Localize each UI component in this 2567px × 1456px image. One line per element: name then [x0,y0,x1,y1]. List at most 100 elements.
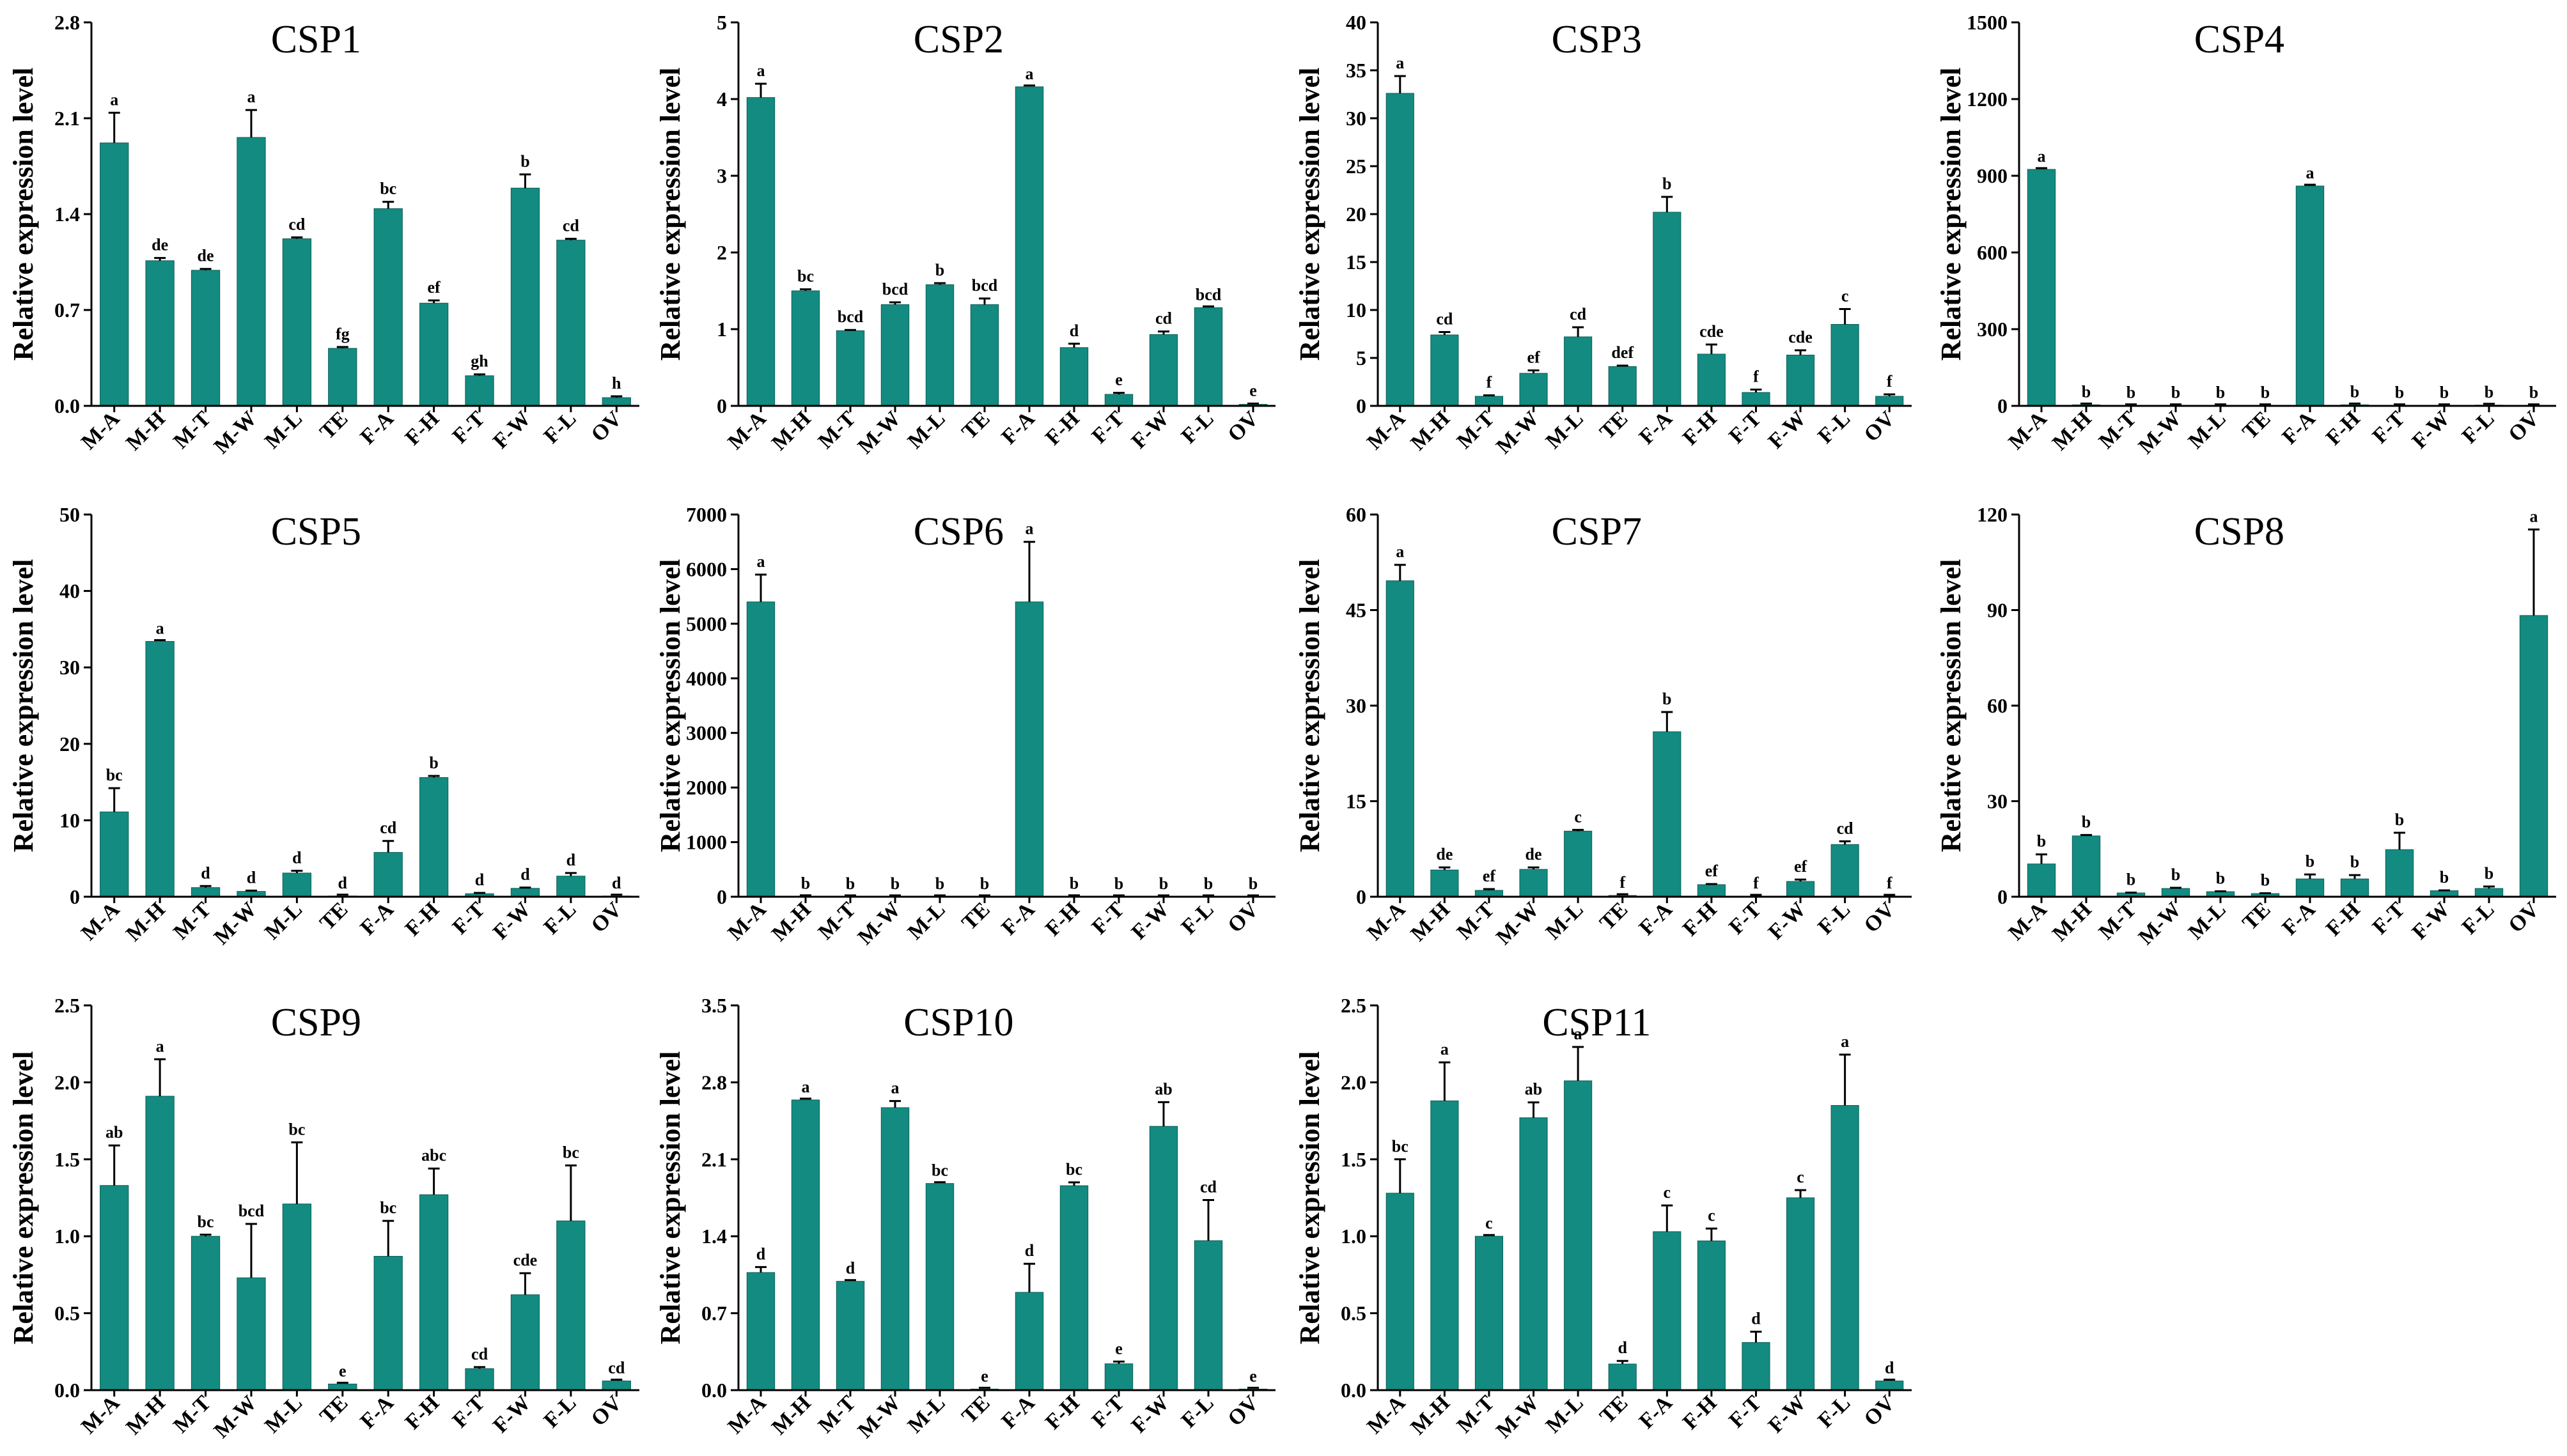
y-tick-label: 1200 [1967,88,2008,111]
significance-label: b [980,874,989,893]
significance-label: f [1753,368,1759,386]
bar-f-l [2474,888,2504,897]
y-tick-label: 30 [1987,790,2008,813]
x-tick-label: F-W [1127,1391,1174,1437]
chart-panel-csp7: Relative expression level CSP7 0 15 30 45 60 a M… [1294,503,1912,949]
significance-label: b [2529,383,2538,402]
significance-label: bcd [838,307,864,326]
significance-label: bc [380,1198,396,1217]
significance-label: ef [428,278,441,297]
y-tick-label: 3.5 [701,994,727,1017]
significance-label: a [1026,65,1034,83]
significance-label: e [339,1361,347,1380]
x-tick-label: M-W [210,407,261,458]
bar-f-a [1015,1292,1044,1391]
y-tick-label: 0.7 [701,1302,727,1325]
x-tick-label: M-L [2184,407,2231,453]
significance-label: a [2530,507,2538,525]
bar-m-h [145,260,175,407]
x-tick-label: M-W [2134,897,2186,949]
significance-label: ab [1155,1080,1172,1098]
x-tick-label: M-W [854,1391,905,1443]
x-tick-label: F-A [2277,897,2320,940]
y-axis-label: Relative expression level [655,559,686,853]
y-tick-label: 1500 [1967,11,2008,34]
x-tick-label: TE [315,407,352,444]
x-tick-label: F-A [1635,897,1678,940]
x-tick-label: F-T [1088,1391,1129,1432]
bar-f-h [419,1194,449,1391]
y-tick-label: 10 [1346,298,1366,321]
bar-m-l [282,1204,312,1391]
significance-label: cd [1155,309,1173,328]
bar-m-w [1519,869,1548,897]
y-tick-label: 0.0 [54,394,80,417]
x-tick-label: F-W [2408,897,2454,944]
y-tick-label: 30 [1346,107,1366,130]
x-tick-label: M-A [723,407,771,454]
y-tick-label: 600 [1977,241,2008,264]
significance-label: b [2485,864,2493,883]
bar-m-a [1385,580,1414,897]
x-tick-label: M-A [77,407,125,454]
y-axis-label: Relative expression level [8,1051,39,1345]
x-tick-label: M-T [169,407,215,453]
x-tick-label: F-H [1041,407,1084,450]
x-tick-label: M-T [814,1391,861,1437]
y-axis-label: Relative expression level [1294,559,1325,853]
y-tick-label: 120 [1977,503,2008,526]
x-tick-label: M-T [1453,897,1499,944]
significance-label: b [2037,832,2046,851]
x-tick-label: TE [957,1391,994,1428]
bar-f-h [1697,353,1726,407]
x-tick-label: F-H [1678,407,1722,450]
y-tick-label: 4000 [686,667,727,690]
significance-label: a [757,61,765,80]
y-tick-label: 15 [1346,790,1366,813]
significance-label: bc [1392,1137,1408,1156]
bar-f-l [1194,307,1223,407]
x-tick-label: M-T [1453,407,1499,453]
bar-f-l [1194,1240,1223,1391]
y-tick-label: 900 [1977,164,2008,187]
bar-ov [602,1381,631,1391]
significance-label: bc [563,1143,579,1161]
bar-m-t [191,1235,221,1391]
bar-f-a [373,852,403,897]
significance-label: ef [1483,867,1496,885]
x-tick-label: M-W [1492,1391,1543,1443]
significance-label: b [2082,382,2091,401]
bar-f-a [1653,1231,1681,1391]
y-tick-label: 4 [717,88,727,111]
bar-te [328,348,357,407]
significance-label: bc [198,1212,214,1231]
x-tick-label: F-H [1041,897,1084,941]
bar-m-a [746,97,776,407]
bar-m-w [2161,888,2190,897]
significance-label: cd [563,217,580,235]
x-tick-label: M-T [2095,897,2141,944]
y-tick-label: 20 [59,732,80,755]
significance-label: cd [1570,305,1587,323]
x-tick-label: TE [957,407,994,444]
significance-label: c [1797,1168,1804,1186]
significance-label: bc [797,267,814,286]
significance-label: a [757,552,765,571]
x-tick-label: M-L [1541,897,1588,944]
significance-label: ab [105,1123,123,1142]
x-tick-label: M-W [1492,407,1543,458]
bar-m-a [2027,169,2056,407]
bar-m-w [237,1277,266,1391]
y-tick-label: 1.0 [1341,1225,1366,1248]
y-tick-label: 0.0 [54,1379,80,1402]
x-tick-label: M-A [1362,1391,1410,1439]
bar-m-l [282,238,312,407]
x-tick-label: M-A [77,1391,125,1439]
bar-m-h [2072,835,2101,897]
bar-f-a [1015,601,1044,897]
bar-f-a [2295,185,2325,407]
bar-f-t [1104,1363,1134,1391]
significance-label: d [201,864,210,882]
x-tick-label: M-L [260,1391,307,1437]
x-tick-label: OV [587,897,627,938]
